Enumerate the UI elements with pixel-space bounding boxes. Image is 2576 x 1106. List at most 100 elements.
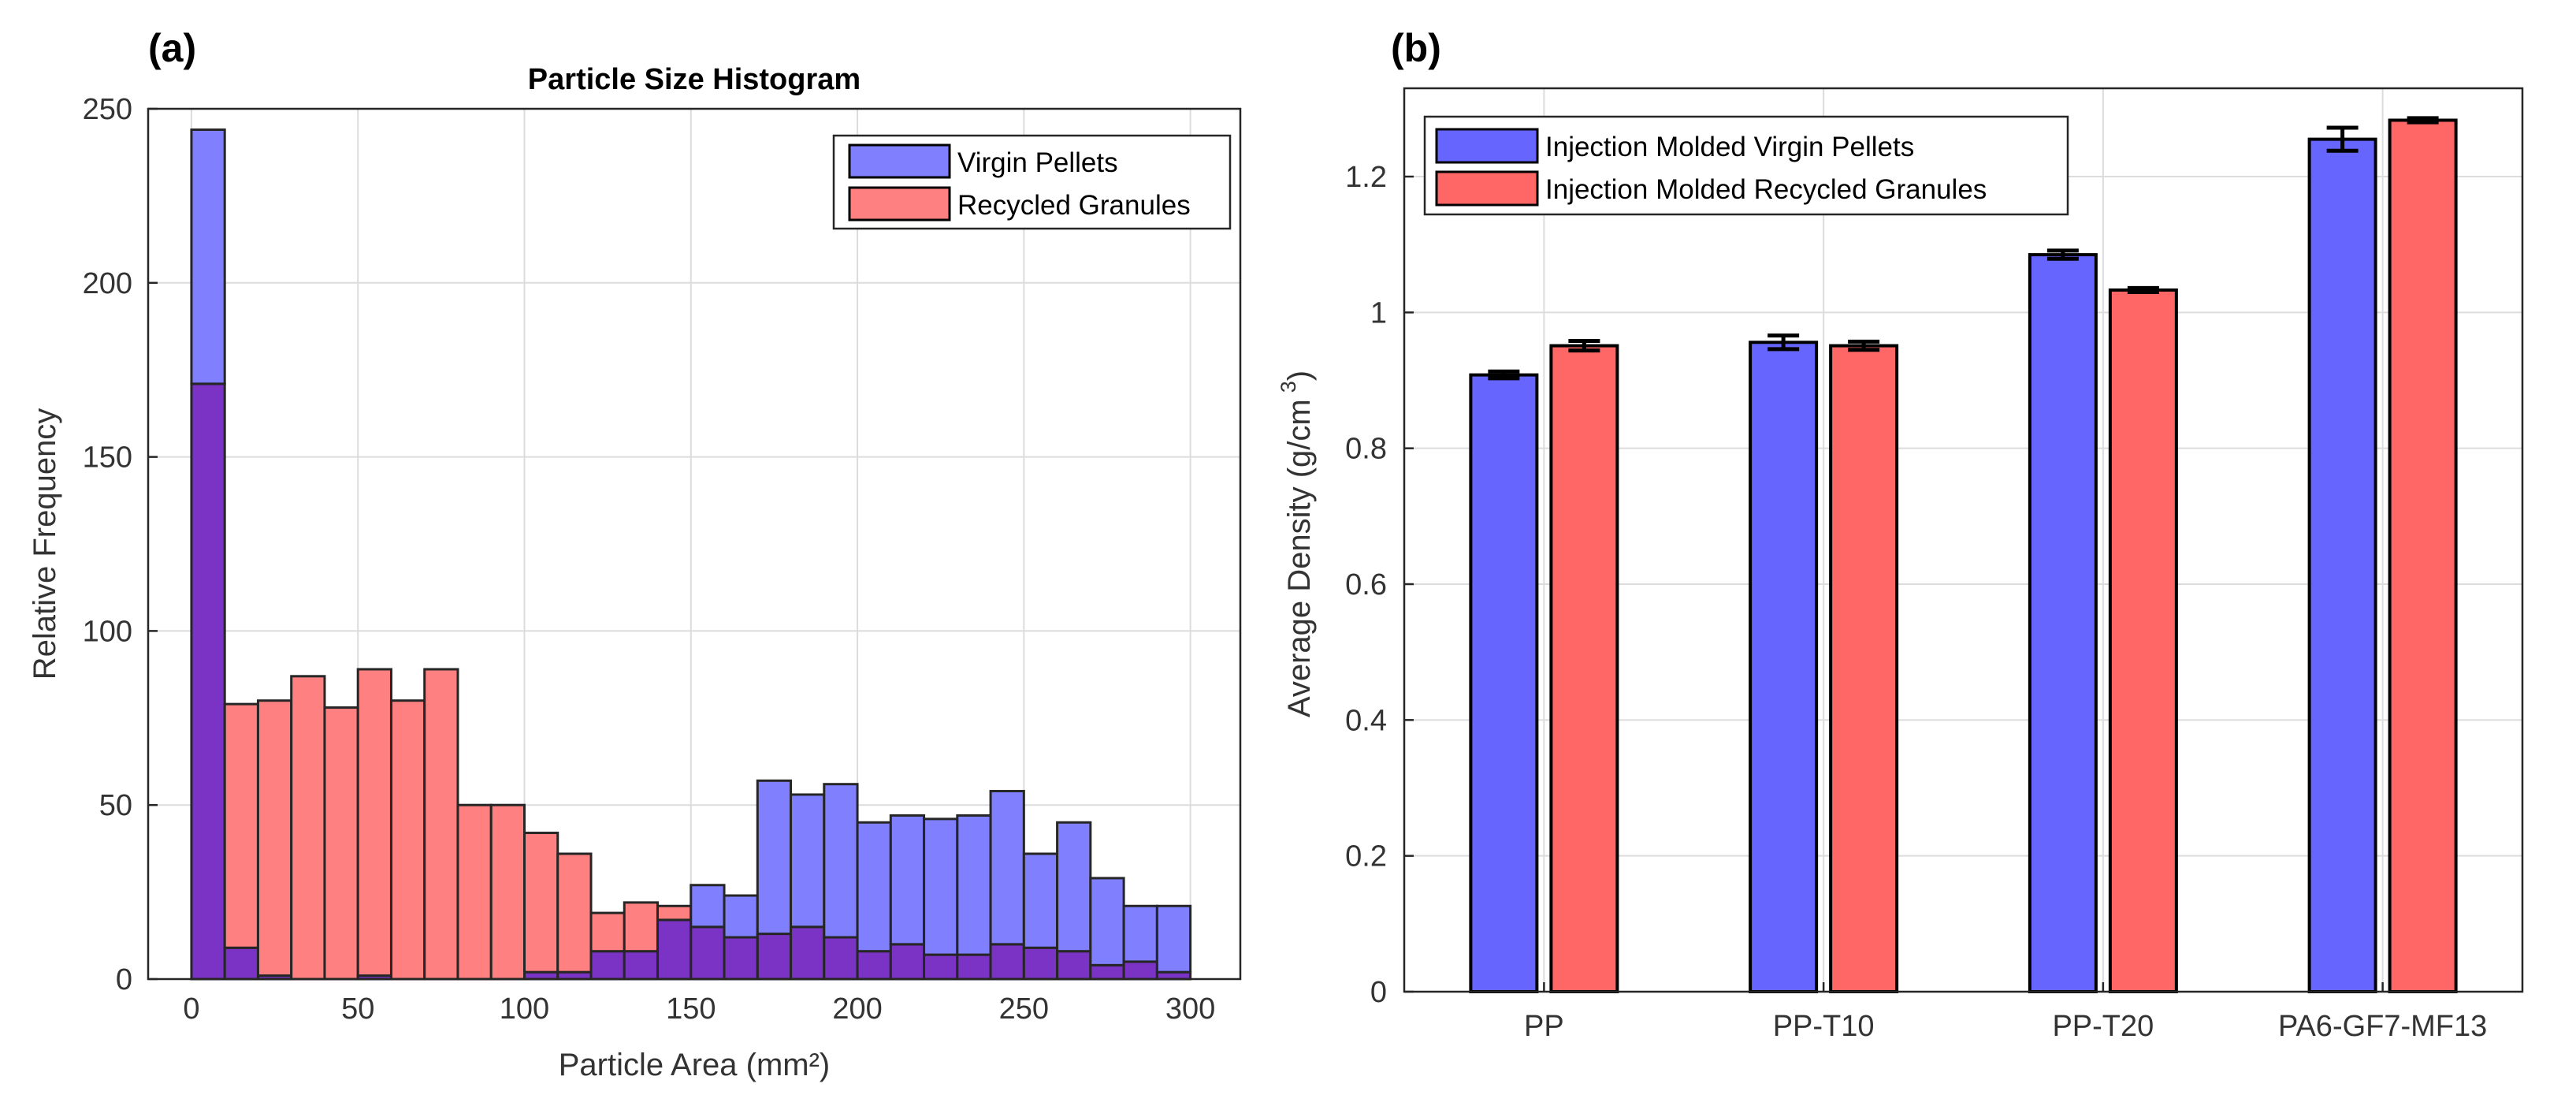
hist-bar-recycled-granules-60 [389,699,426,981]
bar-injection-molded-recycled-granules-pp-t10 [1829,344,1899,994]
tick-label-x-100: 100 [500,992,549,1026]
hist-bar-overlap-230 [956,953,992,981]
error-bar-injection-molded-virgin-pellets-pp-t20 [2046,248,2079,261]
hist-bar-overlap-130 [623,950,660,981]
category-label-pa6-gf7-mf13: PA6-GF7-MF13 [2278,1010,2487,1043]
bar-injection-molded-recycled-granules-pa6-gf7-mf13 [2388,118,2458,993]
tick-label-y-1-2: 1.2 [1345,161,1387,194]
hist-bar-recycled-granules-110 [556,852,593,974]
tick-label-y-200: 200 [83,267,132,300]
error-bar-injection-molded-virgin-pellets-pp-t10 [1768,333,1800,352]
hist-bar-recycled-granules-10 [223,702,259,949]
hist-bar-virgin-pellets-240 [989,790,1025,946]
hist-bar-overlap-10 [223,946,259,981]
hist-bar-recycled-granules-70 [423,668,459,981]
hist-bar-recycled-granules-80 [456,803,493,981]
tick-label-y-150: 150 [83,441,132,475]
hist-bar-recycled-granules-40 [323,706,359,981]
hist-bar-overlap-140 [656,918,693,981]
error-bar-injection-molded-recycled-granules-pp [1568,339,1600,353]
hist-bar-overlap-160 [723,936,759,981]
tick-label-y-0-4: 0.4 [1345,704,1387,737]
histogram-panel: (a) Particle Size Histogram 0 50 100 150 200… [28,26,1242,1082]
error-bar-injection-molded-recycled-granules-pp-t20 [2127,285,2159,294]
density-tick-labels: 0 0.2 0.4 0.6 0.8 1 1.2 PP PP-T10 PP-T20 PA6-GF7-M… [1345,161,2487,1043]
hist-bar-recycled-granules-140 [656,904,693,922]
density-y-axis-label: Average Density (g/cm 3) [1277,371,1317,717]
category-label-pp-t10: PP-T10 [1773,1010,1875,1043]
legend-label-virgin-pellets: Virgin Pellets [957,147,1118,178]
error-bar-injection-molded-recycled-granules-pp-t10 [1848,339,1880,352]
hist-bar-overlap-190 [823,936,859,981]
hist-bar-overlap-120 [589,950,626,981]
tick-label-x-150: 150 [666,992,716,1026]
density-y-axis-label-superscript: 3 [1277,381,1300,393]
hist-bar-recycled-granules-100 [522,832,559,974]
hist-bar-recycled-granules-120 [589,911,626,953]
legend-swatch-injection-molded-virgin-pellets [1435,128,1539,164]
histogram-tick-labels: 0 50 100 150 200 250 300 0 50 100 150 200 250 [83,93,1216,1026]
hist-bar-overlap-170 [756,933,793,981]
hist-bar-virgin-pellets-220 [923,817,959,956]
hist-bar-overlap-150 [690,925,726,981]
hist-bar-overlap-210 [889,943,926,981]
density-y-axis-label-close: ) [1282,371,1317,381]
histogram-bars [190,128,1192,981]
error-bar-injection-molded-recycled-granules-pa6-gf7-mf13 [2407,116,2439,125]
hist-bar-recycled-granules-20 [256,699,293,978]
density-bars [1469,118,2458,994]
legend-label-injection-molded-recycled-granules: Injection Molded Recycled Granules [1545,174,1987,205]
bar-injection-molded-virgin-pellets-pa6-gf7-mf13 [2307,137,2377,994]
density-plot-frame [1403,87,2524,993]
error-bar-injection-molded-virgin-pellets-pa6-gf7-mf13 [2326,125,2359,153]
hist-bar-overlap-280 [1122,960,1158,981]
hist-bar-overlap-250 [1022,946,1059,981]
hist-bar-overlap-200 [856,950,892,981]
histogram-y-axis-label: Relative Frequency [28,408,62,680]
hist-bar-recycled-granules-90 [489,803,526,981]
tick-label-x-250: 250 [999,992,1049,1026]
bar-injection-molded-recycled-granules-pp [1549,344,1619,994]
tick-label-y-100: 100 [83,615,132,648]
hist-bar-overlap-220 [923,953,959,981]
tick-label-x-200: 200 [832,992,882,1026]
hist-bar-virgin-pellets-250 [1022,852,1059,949]
hist-bar-virgin-pellets-270 [1089,877,1125,966]
hist-bar-virgin-pellets-190 [823,783,859,939]
hist-bar-virgin-pellets-290 [1155,904,1192,974]
hist-bar-virgin-pellets-0 [190,128,226,385]
histogram-plot-frame [147,107,1242,981]
hist-bar-recycled-granules-50 [356,668,392,978]
tick-label-y-0-8: 0.8 [1345,433,1387,466]
hist-bar-virgin-pellets-280 [1122,904,1158,963]
hist-bar-recycled-granules-130 [623,901,660,953]
density-panel: (b) 0 0.2 0.4 0.6 0.8 1 1.2 PP PP-T10 PP-T20 PA6-G… [1277,26,2524,1043]
tick-label-x-300: 300 [1165,992,1215,1026]
hist-bar-virgin-pellets-150 [690,884,726,929]
hist-bar-virgin-pellets-230 [956,814,992,956]
hist-bar-virgin-pellets-200 [856,821,892,953]
bar-injection-molded-virgin-pellets-pp [1469,373,1539,993]
tick-label-y-250: 250 [83,93,132,126]
hist-bar-overlap-240 [989,943,1025,981]
hist-bar-overlap-180 [790,925,826,981]
legend-swatch-recycled-granules [848,186,951,222]
bar-injection-molded-virgin-pellets-pp-t10 [1749,341,1819,993]
tick-label-y-50: 50 [99,789,132,822]
error-bar-injection-molded-virgin-pellets-pp [1488,369,1520,381]
histogram-legend: Virgin Pellets Recycled Granules [832,134,1232,230]
legend-label-injection-molded-virgin-pellets: Injection Molded Virgin Pellets [1545,132,1914,162]
hist-bar-virgin-pellets-210 [889,814,926,946]
tick-label-y-0-6: 0.6 [1345,568,1387,601]
hist-bar-recycled-granules-30 [290,675,326,981]
density-error-bars [1488,116,2439,381]
tick-label-y-1: 1 [1370,296,1387,330]
tick-label-y-0: 0 [116,963,132,996]
hist-bar-overlap-260 [1056,950,1092,981]
hist-bar-virgin-pellets-160 [723,894,759,939]
tick-label-y-0: 0 [1370,976,1387,1009]
histogram-x-axis-label: Particle Area (mm²) [559,1048,831,1082]
hist-bar-overlap-270 [1089,963,1125,981]
histogram-title: Particle Size Histogram [528,63,861,96]
